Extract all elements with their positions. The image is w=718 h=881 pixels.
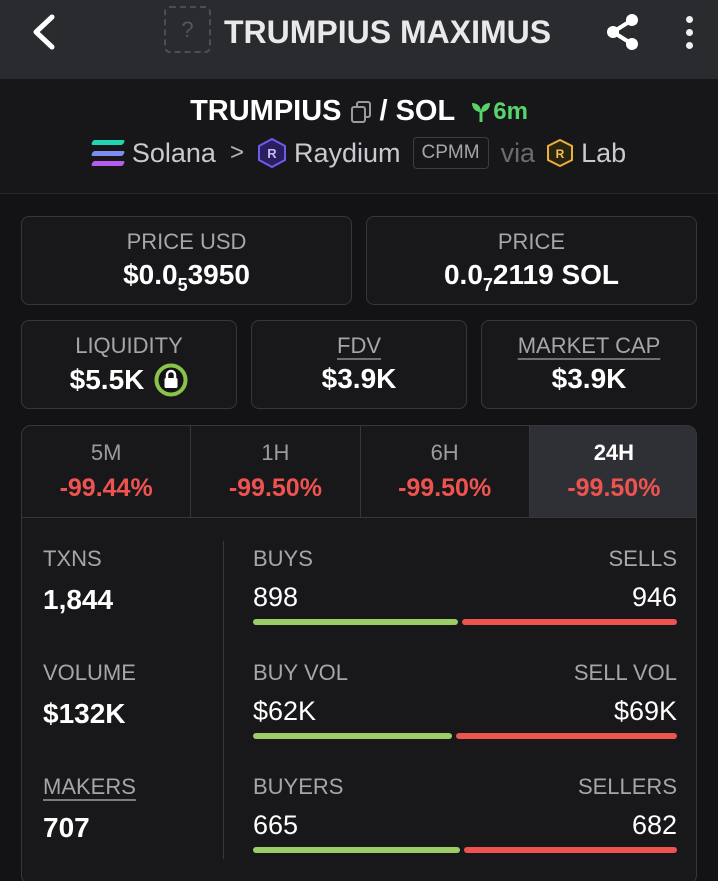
price-native-card: PRICE 0.0 7 2119 SOL: [366, 216, 697, 305]
back-button[interactable]: [24, 10, 64, 54]
price-usd-card: PRICE USD $0.0 5 3950: [21, 216, 352, 305]
price-native-label: PRICE: [497, 229, 566, 254]
price-usd-label: PRICE USD: [126, 229, 247, 254]
share-icon: [607, 14, 638, 50]
fdv-value: $3.9K: [321, 363, 397, 394]
token-image-placeholder: ?: [164, 6, 211, 53]
top-app-bar: ? TRUMPIUS MAXIMUS: [0, 0, 718, 79]
tab-24h-change: -99.50%: [567, 474, 661, 502]
more-vertical-icon: [685, 15, 693, 23]
price-native-value: 0.0 7 2119 SOL: [443, 259, 620, 295]
makers-stat: MAKERS 707: [43, 774, 136, 844]
sells-value: 946: [631, 582, 677, 612]
chain-name[interactable]: Solana: [131, 137, 216, 168]
txns-value: 1,844: [43, 584, 114, 615]
buys-sells-bar: [253, 619, 677, 625]
divider: [223, 541, 224, 859]
price-usd-value: $0.0 5 3950: [123, 259, 250, 295]
buys-sells: BUYS SELLS 898 946: [253, 546, 677, 625]
pool-type-badge: CPMM: [412, 137, 489, 169]
tab-5m[interactable]: 5M -99.44%: [22, 426, 192, 517]
more-options-button[interactable]: [672, 10, 706, 54]
market-cap-card[interactable]: MARKET CAP $3.9K: [481, 320, 697, 409]
makers-value: 707: [43, 812, 90, 843]
pair-age: 6m: [471, 98, 528, 126]
volume-value: $132K: [43, 698, 126, 729]
svg-text:R: R: [556, 147, 565, 161]
launchpad-name[interactable]: Lab: [581, 137, 627, 168]
buyers-sellers-bar: [253, 847, 677, 853]
volume-stat: VOLUME $132K: [43, 660, 136, 729]
tab-5m-change: -99.44%: [59, 474, 153, 502]
copy-icon[interactable]: [350, 100, 372, 124]
base-token: TRUMPIUS: [190, 95, 342, 127]
liquidity-card: LIQUIDITY $5.5K: [21, 320, 237, 409]
liquidity-label: LIQUIDITY: [75, 333, 183, 358]
fdv-card[interactable]: FDV $3.9K: [251, 320, 467, 409]
page-title: TRUMPIUS MAXIMUS: [224, 14, 552, 50]
buyers-sellers: BUYERS SELLERS 665 682: [253, 774, 677, 853]
txns-stat: TXNS 1,844: [43, 546, 114, 615]
pair-line: TRUMPIUS / SOL 6m: [0, 95, 718, 128]
sprout-icon: [472, 102, 491, 122]
buys-value: 898: [253, 582, 299, 612]
tab-6h[interactable]: 6H -99.50%: [361, 426, 530, 517]
chevron-right-icon: >: [229, 139, 244, 166]
tab-6h-change: -99.50%: [398, 474, 492, 502]
pair-age-value: 6m: [493, 97, 528, 125]
buyers-value: 665: [253, 810, 299, 840]
route-line: Solana > R Raydium CPMM via R Lab: [0, 137, 718, 169]
market-cap-value: $3.9K: [551, 363, 627, 394]
svg-text:R: R: [267, 146, 277, 161]
sellers-value: 682: [631, 810, 677, 840]
dex-name[interactable]: Raydium: [293, 137, 401, 168]
lab-icon: R: [547, 139, 574, 167]
liquidity-value: $5.5K: [69, 364, 145, 395]
via-label: via: [500, 137, 536, 168]
makers-label[interactable]: MAKERS: [43, 774, 136, 799]
back-arrow-icon: [33, 14, 55, 50]
lock-icon[interactable]: [154, 363, 188, 397]
raydium-icon: R: [257, 138, 286, 168]
market-cap-label[interactable]: MARKET CAP: [517, 333, 661, 358]
tab-1h-change: -99.50%: [228, 474, 322, 502]
fdv-label[interactable]: FDV: [337, 333, 381, 358]
solana-icon: [90, 140, 126, 166]
share-button[interactable]: [601, 10, 645, 54]
buy-sell-volume: BUY VOL SELL VOL $62K $69K: [253, 660, 677, 739]
pair-info: TRUMPIUS / SOL 6m Solana > R Raydium: [0, 79, 718, 194]
pair-separator: /: [379, 95, 388, 127]
volume-bar: [253, 733, 677, 739]
tab-1h[interactable]: 1H -99.50%: [191, 426, 361, 517]
buy-vol-value: $62K: [253, 696, 317, 726]
sell-vol-value: $69K: [613, 696, 677, 726]
tab-24h[interactable]: 24H -99.50%: [529, 426, 696, 517]
quote-token: SOL: [395, 95, 456, 127]
timeframe-tabs: 5M -99.44% 1H -99.50% 6H -99.50% 24H -99…: [22, 426, 696, 518]
stats-panel: 5M -99.44% 1H -99.50% 6H -99.50% 24H -99…: [21, 425, 697, 881]
